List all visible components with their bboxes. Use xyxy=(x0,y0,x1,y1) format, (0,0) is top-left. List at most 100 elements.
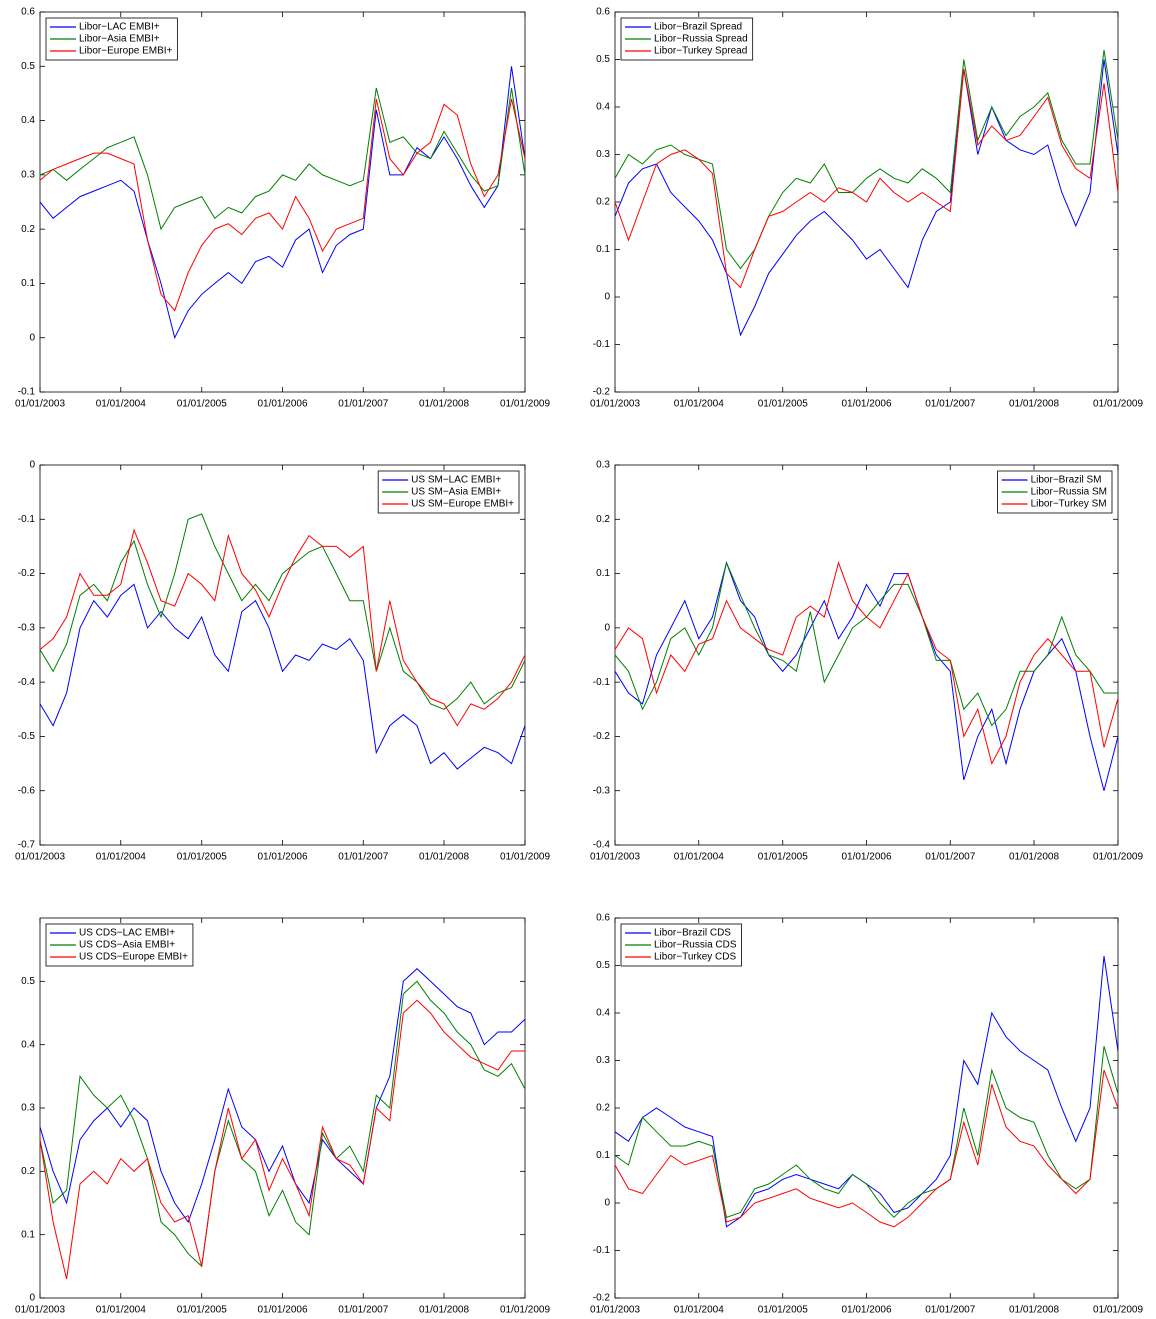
plot-area xyxy=(39,464,526,846)
y-tick-label: -0.6 xyxy=(18,785,36,796)
y-tick-label: 0.2 xyxy=(596,197,610,208)
x-tick-label: 01/01/2006 xyxy=(841,399,891,410)
x-tick-label: 01/01/2007 xyxy=(338,399,388,410)
y-tick-label: 0.3 xyxy=(596,1055,610,1066)
y-tick-label: 0.2 xyxy=(596,514,610,525)
x-tick-label: 01/01/2006 xyxy=(257,852,307,863)
x-tick-label: 01/01/2003 xyxy=(15,1305,65,1316)
y-tick-label: -0.1 xyxy=(18,387,36,398)
y-tick-label: 0 xyxy=(604,622,610,633)
x-tick-label: 01/01/2004 xyxy=(96,852,146,863)
x-tick-label: 01/01/2004 xyxy=(674,399,724,410)
x-tick-label: 01/01/2004 xyxy=(674,852,724,863)
x-tick-label: 01/01/2005 xyxy=(758,399,808,410)
series-line xyxy=(614,68,1119,289)
y-tick-label: -0.3 xyxy=(18,622,36,633)
series-line xyxy=(39,87,526,231)
legend-label: Libor−Europe EMBI+ xyxy=(79,46,173,57)
x-tick-label: 01/01/2006 xyxy=(257,1305,307,1316)
chart-panel: -0.2 -0.1 0 0.1 0.2 0.3 0.4 0.5 0.6 01/01/2003 01/… xyxy=(590,7,1143,410)
x-tick-label: 01/01/2003 xyxy=(590,852,640,863)
y-tick-label: 0.1 xyxy=(596,244,610,255)
legend: US SM−LAC EMBI+US SM−Asia EMBI+US SM−Eur… xyxy=(377,470,520,514)
y-tick-label: -0.5 xyxy=(18,731,36,742)
x-tick-label: 01/01/2008 xyxy=(1009,1305,1059,1316)
y-tick-label: 0.4 xyxy=(21,115,35,126)
y-tick-label: 0.1 xyxy=(21,278,35,289)
y-tick-label: 0.6 xyxy=(21,7,35,18)
legend-label: Libor−Brazil Spread xyxy=(654,22,742,33)
legend-label: Libor−Russia Spread xyxy=(654,34,748,45)
x-tick-label: 01/01/2005 xyxy=(758,852,808,863)
series-line xyxy=(39,583,526,770)
y-tick-label: 0.4 xyxy=(596,102,610,113)
x-tick-label: 01/01/2007 xyxy=(338,1305,388,1316)
legend-label: Libor−Russia SM xyxy=(1031,487,1107,498)
legend-label: US SM−LAC EMBI+ xyxy=(411,475,501,486)
series-line xyxy=(614,1046,1119,1219)
x-tick-label: 01/01/2008 xyxy=(419,852,469,863)
chart-panel: -0.1 0 0.1 0.2 0.3 0.4 0.5 0.6 01/01/2003 01/01/2… xyxy=(15,7,550,410)
y-tick-label: -0.2 xyxy=(593,387,611,398)
chart-panel: 0 0.1 0.2 0.3 0.4 0.5 01/01/2003 01/01/2004 01/0… xyxy=(15,917,550,1316)
x-tick-label: 01/01/2004 xyxy=(674,1305,724,1316)
y-tick-label: -0.1 xyxy=(18,514,36,525)
x-tick-label: 01/01/2005 xyxy=(177,399,227,410)
x-tick-label: 01/01/2005 xyxy=(177,1305,227,1316)
x-tick-label: 01/01/2007 xyxy=(925,1305,975,1316)
y-tick-label: 0.5 xyxy=(596,960,610,971)
y-tick-label: 0 xyxy=(29,460,35,471)
legend-label: US SM−Europe EMBI+ xyxy=(411,499,514,510)
series-line xyxy=(39,98,526,312)
y-tick-label: -0.4 xyxy=(18,677,36,688)
y-tick-label: -0.3 xyxy=(593,785,611,796)
x-tick-label: 01/01/2003 xyxy=(15,399,65,410)
y-tick-label: 0.4 xyxy=(21,1039,35,1050)
x-tick-label: 01/01/2005 xyxy=(177,852,227,863)
y-tick-label: 0 xyxy=(604,1198,610,1209)
y-tick-label: -0.1 xyxy=(593,339,611,350)
legend-label: Libor−Turkey Spread xyxy=(654,46,747,57)
series-line xyxy=(39,968,526,1224)
series-line xyxy=(39,66,526,340)
legend: Libor−LAC EMBI+Libor−Asia EMBI+Libor−Eur… xyxy=(45,17,178,61)
x-tick-label: 01/01/2006 xyxy=(841,852,891,863)
x-tick-label: 01/01/2007 xyxy=(925,852,975,863)
y-tick-label: 0.4 xyxy=(596,1008,610,1019)
x-tick-label: 01/01/2008 xyxy=(419,399,469,410)
y-tick-label: 0.1 xyxy=(596,1150,610,1161)
y-tick-label: 0.2 xyxy=(596,1103,610,1114)
plot-area xyxy=(614,917,1119,1299)
legend-label: Libor−Turkey CDS xyxy=(654,952,736,963)
plot-area xyxy=(39,11,526,393)
y-tick-label: -0.1 xyxy=(593,1245,611,1256)
legend-box xyxy=(620,17,754,61)
plot-area xyxy=(39,917,526,1299)
chart-panel: -0.4 -0.3 -0.2 -0.1 0 0.1 0.2 0.3 01/01/2003 01/0… xyxy=(590,460,1143,863)
y-tick-label: 0.3 xyxy=(21,169,35,180)
y-tick-label: -0.2 xyxy=(593,731,611,742)
chart-panel: -0.7 -0.6 -0.5 -0.4 -0.3 -0.2 -0.1 0 01/01/2003 0… xyxy=(15,460,550,863)
x-tick-label: 01/01/2009 xyxy=(1093,1305,1143,1316)
x-tick-label: 01/01/2004 xyxy=(96,399,146,410)
x-tick-label: 01/01/2003 xyxy=(590,1305,640,1316)
x-tick-label: 01/01/2009 xyxy=(500,399,550,410)
series-line xyxy=(614,1069,1119,1228)
x-tick-label: 01/01/2008 xyxy=(1009,399,1059,410)
x-tick-label: 01/01/2009 xyxy=(1093,399,1143,410)
legend: US CDS−LAC EMBI+US CDS−Asia EMBI+US CDS−… xyxy=(45,923,194,967)
plot-area xyxy=(614,464,1119,846)
y-tick-label: -0.1 xyxy=(593,677,611,688)
y-tick-label: 0.3 xyxy=(21,1103,35,1114)
y-tick-label: -0.7 xyxy=(18,840,36,851)
series-line xyxy=(39,528,526,727)
legend-label: US SM−Asia EMBI+ xyxy=(411,487,501,498)
y-tick-label: 0.2 xyxy=(21,1166,35,1177)
x-tick-label: 01/01/2009 xyxy=(500,1305,550,1316)
y-tick-label: -0.4 xyxy=(593,840,611,851)
y-tick-label: 0 xyxy=(29,332,35,343)
legend-label: Libor−Russia CDS xyxy=(654,940,737,951)
y-tick-label: 0.1 xyxy=(596,568,610,579)
